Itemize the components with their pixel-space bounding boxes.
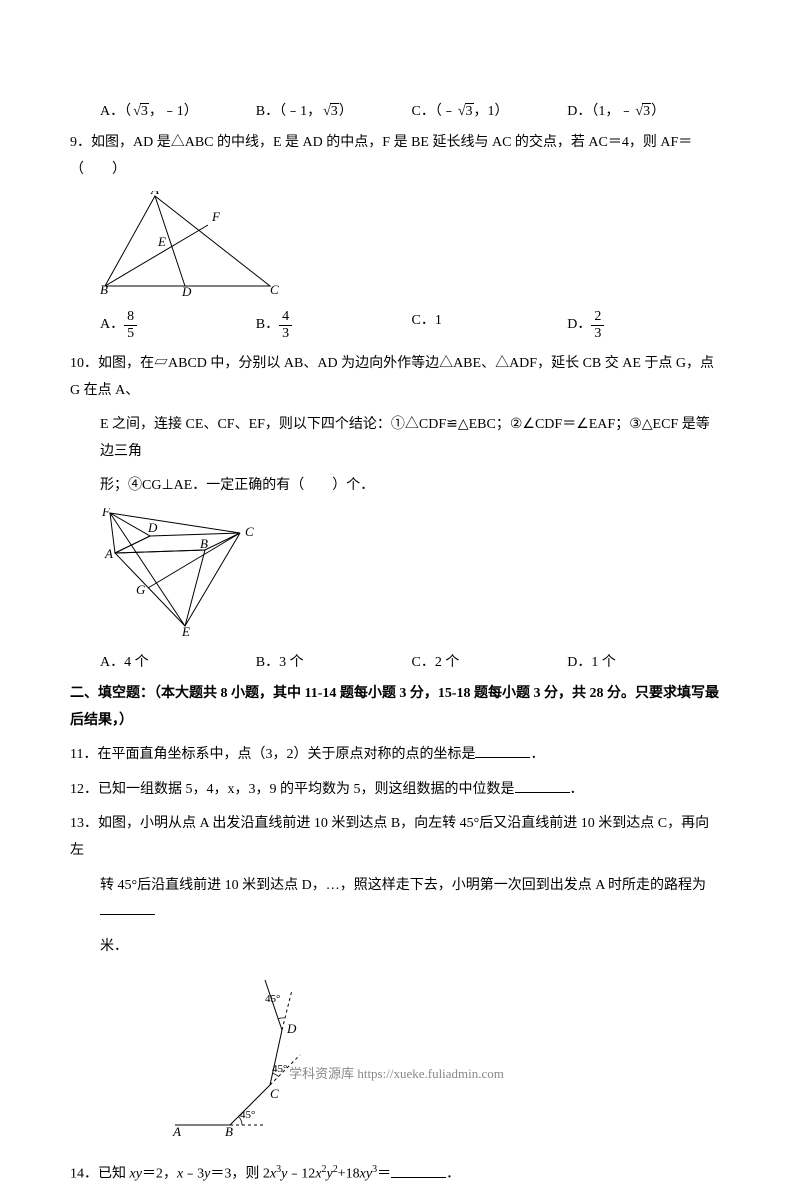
q13-label-a: A — [172, 1124, 181, 1139]
q13-label-c: C — [270, 1086, 279, 1101]
q10-label-f: F — [101, 508, 111, 519]
q14-pre: 已知 — [98, 1167, 130, 1182]
q10-number: 10． — [70, 356, 98, 371]
q11-line: 11．在平面直角坐标系中，点（3，2）关于原点对称的点的坐标是 ． — [70, 742, 723, 769]
q9-opt-d-num: 2 — [591, 309, 604, 325]
q13-label-d: D — [286, 1021, 297, 1036]
q13-text1: 如图，小明从点 A 出发沿直线前进 10 米到达点 B，向左转 45°后又沿直线… — [70, 816, 709, 858]
q9-label-f: F — [211, 209, 221, 224]
q10-label-g: G — [136, 582, 146, 597]
q8-options: A．（3，﹣1） B．（﹣1，3） C．（﹣3，1） D．（1，﹣3） — [70, 100, 723, 120]
q9-opt-c: C．1 — [412, 309, 568, 341]
q9-text: 如图，AD 是△ABC 的中线，E 是 AD 的中点，F 是 BE 延长线与 A… — [70, 135, 692, 177]
q10-svg: F D C A B G E — [100, 508, 265, 638]
q13-number: 13． — [70, 816, 98, 831]
q13-label-b: B — [225, 1124, 233, 1139]
q14-line: 14．已知 xy＝2，x﹣3y＝3，则 2x3y﹣12x2y2+18xy3＝． — [70, 1160, 723, 1188]
q12-text: 已知一组数据 5，4，x，3，9 的平均数为 5，则这组数据的中位数是 — [98, 782, 515, 797]
q14-mid: ，则 — [231, 1167, 263, 1182]
q10-label-d: D — [147, 520, 158, 535]
q12-blank — [515, 779, 570, 793]
q10-label-b: B — [200, 536, 208, 551]
q14-blank — [391, 1164, 446, 1178]
q9-figure: A B C D E F — [100, 191, 723, 301]
q9-opt-a: A．85 — [100, 309, 256, 341]
q9-opt-b-num: 4 — [279, 309, 292, 325]
q9-label-a: A — [150, 191, 159, 197]
q10-text1: 如图，在▱ABCD 中，分别以 AB、AD 为边向外作等边△ABE、△ADF，延… — [70, 356, 714, 398]
section2-title: 二、填空题：（本大题共 8 小题，其中 11-14 题每小题 3 分，15-18… — [70, 681, 723, 734]
q10-text2: E 之间，连接 CE、CF、EF，则以下四个结论：①△CDF≌△EBC；②∠CD… — [100, 417, 710, 459]
q10-opt-c: C．2 个 — [412, 651, 568, 671]
q9-opt-b-den: 3 — [279, 326, 292, 341]
q10-opt-d: D．1 个 — [567, 651, 723, 671]
q9-opt-d: D．23 — [567, 309, 723, 341]
q8-opt-c: C．（﹣3，1） — [412, 100, 568, 120]
q9-opt-d-den: 3 — [591, 326, 604, 341]
q13-ang3: 45° — [265, 993, 280, 1005]
q13-blank — [100, 901, 155, 915]
q10-line2: E 之间，连接 CE、CF、EF，则以下四个结论：①△CDF≌△EBC；②∠CD… — [70, 412, 723, 465]
q9-opt-c-text: C．1 — [412, 313, 442, 328]
q9-label-d: D — [181, 284, 192, 296]
q11-number: 11． — [70, 747, 97, 762]
q10-opt-b: B．3 个 — [256, 651, 412, 671]
q11-blank — [475, 744, 530, 758]
q14-eq1: xy — [130, 1167, 142, 1182]
q9-opt-b: B．43 — [256, 309, 412, 341]
q10-line1: 10．如图，在▱ABCD 中，分别以 AB、AD 为边向外作等边△ABE、△AD… — [70, 351, 723, 404]
q10-label-e: E — [181, 624, 190, 638]
q14-number: 14． — [70, 1167, 98, 1182]
q10-options: A．4 个 B．3 个 C．2 个 D．1 个 — [70, 651, 723, 671]
q13-text2: 转 45°后沿直线前进 10 米到达点 D，…，照这样走下去，小明第一次回到出发… — [100, 878, 706, 893]
q10-line3: 形；④CG⊥AE．一定正确的有（ ）个． — [70, 473, 723, 500]
q9-opt-a-label: A． — [100, 317, 124, 332]
q14-c1: ， — [163, 1167, 177, 1182]
q13-svg: A B C D 45° 45° 45° — [170, 975, 340, 1140]
q11-tail: ． — [530, 747, 544, 762]
q8-opt-a: A．（3，﹣1） — [100, 100, 256, 120]
q10-opt-a: A．4 个 — [100, 651, 256, 671]
q9-label-b: B — [100, 282, 108, 296]
q10-label-a: A — [104, 546, 113, 561]
q12-tail: ． — [570, 782, 584, 797]
q10-text3: 形；④CG⊥AE．一定正确的有（ ）个． — [100, 478, 374, 493]
q9-label-e: E — [157, 234, 166, 249]
q9-number: 9． — [70, 135, 91, 150]
q9-opt-d-label: D． — [567, 317, 591, 332]
q12-number: 12． — [70, 782, 98, 797]
q13-line2: 转 45°后沿直线前进 10 米到达点 D，…，照这样走下去，小明第一次回到出发… — [70, 873, 723, 926]
page-footer: 学科资源库 https://xueke.fuliadmin.com — [0, 1063, 793, 1082]
q9-triangle-svg: A B C D E F — [100, 191, 290, 296]
q9-label-c: C — [270, 282, 279, 296]
q13-figure: A B C D 45° 45° 45° — [170, 975, 723, 1145]
q9-options: A．85 B．43 C．1 D．23 — [70, 309, 723, 341]
q8-opt-b: B．（﹣1，3） — [256, 100, 412, 120]
q12-line: 12．已知一组数据 5，4，x，3，9 的平均数为 5，则这组数据的中位数是 ． — [70, 777, 723, 804]
q10-label-c: C — [245, 524, 254, 539]
q13-text3: 米． — [100, 939, 128, 954]
q9-opt-a-num: 8 — [124, 309, 137, 325]
q14-tail: ． — [446, 1167, 460, 1182]
q13-line1: 13．如图，小明从点 A 出发沿直线前进 10 米到达点 B，向左转 45°后又… — [70, 811, 723, 864]
q9-opt-a-den: 5 — [124, 326, 137, 341]
q11-text: 在平面直角坐标系中，点（3，2）关于原点对称的点的坐标是 — [97, 747, 475, 762]
q13-line3: 米． — [70, 934, 723, 961]
q14-eq2: x — [177, 1167, 183, 1182]
q9-opt-b-label: B． — [256, 317, 279, 332]
q9-stem: 9．如图，AD 是△ABC 的中线，E 是 AD 的中点，F 是 BE 延长线与… — [70, 130, 723, 183]
q8-opt-d: D．（1，﹣3） — [567, 100, 723, 120]
q13-ang1: 45° — [240, 1109, 255, 1121]
q10-figure: F D C A B G E — [100, 508, 723, 643]
